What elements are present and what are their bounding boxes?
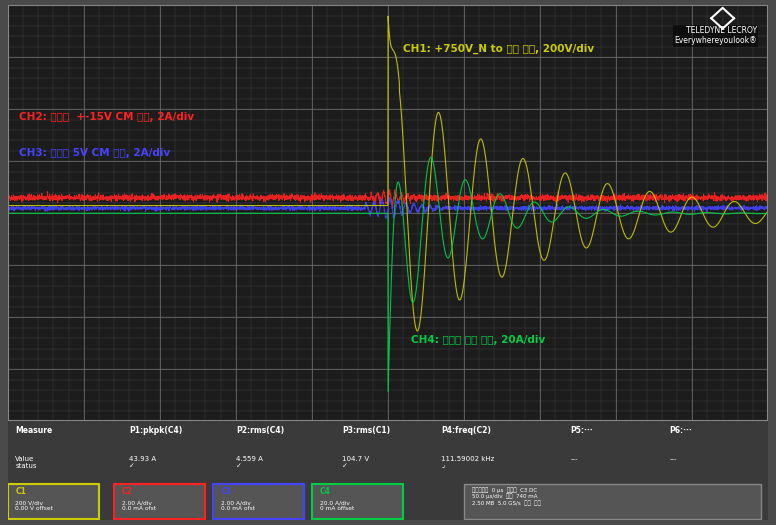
Text: 43.93 A
✓: 43.93 A ✓: [130, 456, 157, 469]
Text: TELEDYNE LECROY
Everywhereyoulook®: TELEDYNE LECROY Everywhereyoulook®: [674, 26, 757, 46]
Text: ---: ---: [670, 456, 677, 462]
Text: 20.0 A/div
0 mA offset: 20.0 A/div 0 mA offset: [320, 500, 354, 511]
FancyBboxPatch shape: [114, 485, 206, 519]
Text: 200 V/div
0.00 V offset: 200 V/div 0.00 V offset: [16, 500, 54, 511]
Text: P6:···: P6:···: [670, 426, 692, 435]
Text: 타임베이스  0 μs  트리거  C3 DC
50.0 μs/div  딥름  740 mA
2.50 MB  5.0 GS/s  에지  상승: 타임베이스 0 μs 트리거 C3 DC 50.0 μs/div 딥름 740 …: [472, 487, 540, 506]
FancyBboxPatch shape: [464, 485, 760, 519]
Text: Measure: Measure: [16, 426, 53, 435]
Text: 111.59002 kHz
⌟: 111.59002 kHz ⌟: [442, 456, 494, 469]
FancyBboxPatch shape: [213, 485, 304, 519]
Text: CH4: 콘버터 접지 전류, 20A/div: CH4: 콘버터 접지 전류, 20A/div: [411, 335, 545, 345]
Text: P3:rms(C1): P3:rms(C1): [342, 426, 390, 435]
Text: CH1: +750V_N to 접지 전압, 200V/div: CH1: +750V_N to 접지 전압, 200V/div: [404, 44, 594, 54]
Text: Value
status: Value status: [16, 456, 37, 469]
Text: 2.00 A/div
0.0 mA ofst: 2.00 A/div 0.0 mA ofst: [122, 500, 156, 511]
Text: 104.7 V
✓: 104.7 V ✓: [342, 456, 369, 469]
Text: C3: C3: [220, 487, 231, 496]
Text: CH2: 제어기  +-15V CM 전류, 2A/div: CH2: 제어기 +-15V CM 전류, 2A/div: [19, 112, 194, 122]
Text: C4: C4: [320, 487, 331, 496]
Text: P4:freq(C2): P4:freq(C2): [442, 426, 491, 435]
Text: P5:···: P5:···: [570, 426, 593, 435]
FancyBboxPatch shape: [8, 485, 99, 519]
Text: CH3: 제어기 5V CM 전류, 2A/div: CH3: 제어기 5V CM 전류, 2A/div: [19, 148, 171, 158]
Text: C2: C2: [122, 487, 133, 496]
Text: 2.00 A/div
0.0 mA ofst: 2.00 A/div 0.0 mA ofst: [220, 500, 255, 511]
Text: C1: C1: [16, 487, 26, 496]
Text: ---: ---: [570, 456, 578, 462]
Text: P1:pkpk(C4): P1:pkpk(C4): [130, 426, 182, 435]
Text: 4.559 A
✓: 4.559 A ✓: [236, 456, 263, 469]
FancyBboxPatch shape: [312, 485, 404, 519]
Text: P2:rms(C4): P2:rms(C4): [236, 426, 284, 435]
